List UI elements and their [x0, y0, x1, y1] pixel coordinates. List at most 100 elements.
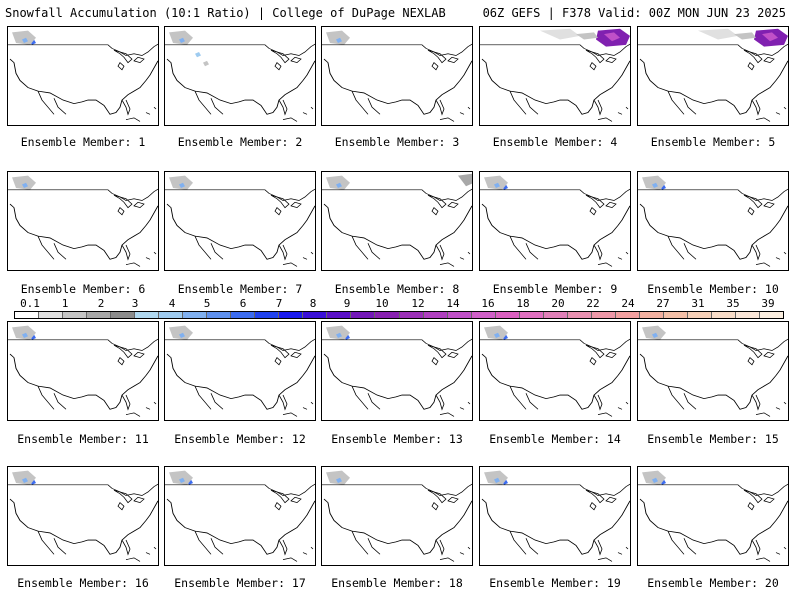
snowfall-shading — [12, 325, 36, 340]
color-scale-swatch — [663, 312, 688, 318]
member-map-panel — [164, 466, 316, 566]
color-scale-swatch — [87, 312, 112, 318]
member-map-panel — [164, 171, 316, 271]
color-scale-swatch — [159, 312, 184, 318]
color-scale-swatch — [15, 312, 40, 318]
member-label: Ensemble Member: 12 — [174, 432, 306, 446]
member-map-panel — [7, 26, 159, 126]
member-map-panel — [479, 171, 631, 271]
member-map-panel — [321, 466, 473, 566]
member-map-panel — [637, 26, 789, 126]
color-scale-swatch — [111, 312, 136, 318]
member-map-panel — [321, 171, 473, 271]
member-map-panel — [637, 466, 789, 566]
color-scale-label: 24 — [621, 297, 635, 310]
member-label: Ensemble Member: 19 — [489, 576, 621, 590]
member-label: Ensemble Member: 4 — [492, 135, 618, 149]
color-scale-swatch — [639, 312, 664, 318]
member-map-panel — [7, 171, 159, 271]
color-scale-label: 8 — [309, 297, 317, 310]
color-scale-swatch — [471, 312, 496, 318]
color-scale-swatch — [543, 312, 568, 318]
member-label: Ensemble Member: 5 — [650, 135, 776, 149]
snowfall-shading — [642, 175, 666, 190]
snowfall-shading — [540, 28, 630, 47]
member-map-panel — [164, 321, 316, 421]
color-scale-label: 22 — [586, 297, 600, 310]
snowfall-shading — [698, 28, 788, 47]
snowfall-shading — [326, 173, 472, 190]
color-scale-swatch — [231, 312, 256, 318]
color-scale-label: 35 — [726, 297, 740, 310]
color-scale-label: 3 — [131, 297, 139, 310]
member-map-panel — [7, 321, 159, 421]
member-label: Ensemble Member: 11 — [17, 432, 149, 446]
snowfall-shading — [12, 175, 36, 190]
member-label: Ensemble Member: 18 — [331, 576, 463, 590]
color-scale-label: 18 — [516, 297, 530, 310]
color-scale-swatch — [303, 312, 328, 318]
snowfall-shading — [12, 470, 36, 485]
color-scale-swatch — [351, 312, 376, 318]
color-scale-swatch — [135, 312, 160, 318]
color-scale-swatch — [447, 312, 472, 318]
color-scale-label: 20 — [551, 297, 565, 310]
color-scale-swatch — [327, 312, 352, 318]
color-scale-swatch — [519, 312, 544, 318]
color-scale-label: 31 — [691, 297, 705, 310]
member-map-panel — [7, 466, 159, 566]
member-label: Ensemble Member: 1 — [20, 135, 146, 149]
snowfall-shading — [642, 470, 666, 485]
color-scale-swatch — [687, 312, 712, 318]
color-scale-label: 9 — [343, 297, 351, 310]
snowfall-shading — [326, 470, 350, 485]
color-scale-label: 4 — [168, 297, 176, 310]
member-map-panel — [321, 321, 473, 421]
color-scale-swatch — [63, 312, 88, 318]
member-map-panel — [164, 26, 316, 126]
color-scale-swatch — [423, 312, 448, 318]
color-scale-swatch — [207, 312, 232, 318]
member-label: Ensemble Member: 3 — [334, 135, 460, 149]
color-scale-label: 2 — [97, 297, 105, 310]
member-map-panel — [479, 466, 631, 566]
color-scale-swatch — [279, 312, 304, 318]
color-scale-swatch — [759, 312, 783, 318]
member-label: Ensemble Member: 10 — [647, 282, 779, 296]
member-label: Ensemble Member: 20 — [647, 576, 779, 590]
color-scale-swatch — [183, 312, 208, 318]
color-scale-swatch — [399, 312, 424, 318]
color-scale-label: 5 — [203, 297, 211, 310]
color-scale-swatch — [495, 312, 520, 318]
chart-title: Snowfall Accumulation (10:1 Ratio) | Col… — [5, 6, 446, 20]
member-label: Ensemble Member: 6 — [20, 282, 146, 296]
color-scale-swatch — [39, 312, 64, 318]
color-scale-label: 7 — [275, 297, 283, 310]
color-scale-label: 6 — [239, 297, 247, 310]
snowfall-shading — [642, 325, 666, 340]
snowfall-shading — [484, 470, 508, 485]
snowfall-shading — [484, 325, 508, 340]
color-scale-swatch — [615, 312, 640, 318]
color-scale-swatch — [711, 312, 736, 318]
color-scale-swatch — [375, 312, 400, 318]
snowfall-shading — [169, 30, 209, 67]
color-scale-label: 12 — [411, 297, 425, 310]
member-label: Ensemble Member: 9 — [492, 282, 618, 296]
snowfall-shading — [326, 325, 350, 340]
color-scale-label: 1 — [61, 297, 69, 310]
color-scale-label: 10 — [375, 297, 389, 310]
snowfall-shading — [169, 175, 193, 190]
color-scale-label: 14 — [446, 297, 460, 310]
run-info: 06Z GEFS | F378 Valid: 00Z MON JUN 23 20… — [482, 6, 786, 20]
member-label: Ensemble Member: 17 — [174, 576, 306, 590]
member-map-panel — [321, 26, 473, 126]
snowfall-shading — [326, 30, 350, 45]
color-scale-label: 39 — [761, 297, 775, 310]
member-map-panel — [637, 321, 789, 421]
member-map-panel — [479, 26, 631, 126]
color-scale-label: 0.1 — [20, 297, 40, 310]
member-label: Ensemble Member: 2 — [177, 135, 303, 149]
color-scale-swatch — [735, 312, 760, 318]
member-map-panel — [479, 321, 631, 421]
